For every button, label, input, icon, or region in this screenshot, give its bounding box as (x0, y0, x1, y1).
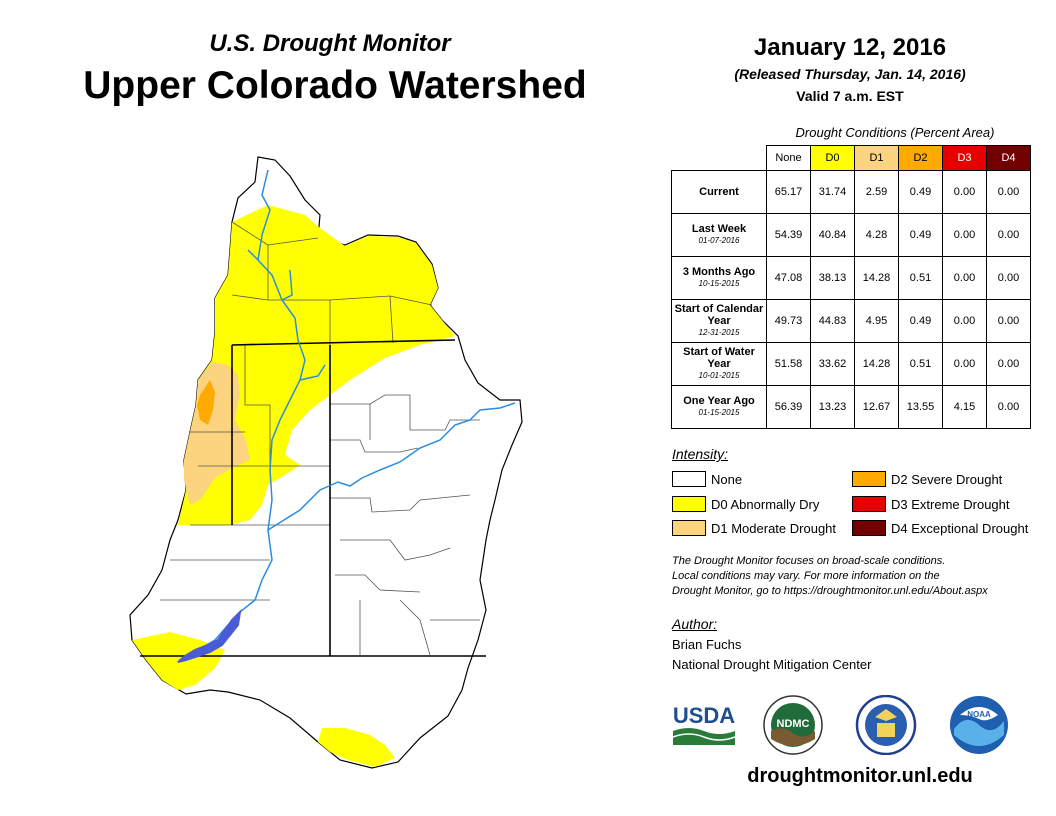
table-cell: 0.49 (898, 299, 943, 343)
table-cell: 0.00 (942, 170, 987, 214)
table-row: Start of Calendar Year 12-31-2015 49.73 4… (671, 299, 1031, 343)
table-row: 3 Months Ago 10-15-2015 47.08 38.13 14.28… (671, 256, 1031, 300)
legend-swatch (672, 520, 706, 536)
row-label: One Year Ago 01-15-2015 (671, 385, 767, 429)
county-boundaries (160, 221, 480, 656)
table-cell: 0.51 (898, 342, 943, 386)
table-cell: 0.00 (986, 342, 1031, 386)
table-cell: 0.00 (942, 342, 987, 386)
legend-item-d0: D0 Abnormally Dry (672, 495, 819, 513)
legend-item-d1: D1 Moderate Drought (672, 519, 836, 537)
website-url[interactable]: droughtmonitor.unl.edu (747, 765, 973, 787)
commerce-seal (855, 695, 917, 755)
note-line: Local conditions may vary. For more info… (672, 570, 940, 582)
column-header-d1: D1 (854, 145, 899, 171)
legend-swatch (672, 471, 706, 487)
table-cell: 0.49 (898, 213, 943, 257)
table-cell: 0.00 (986, 256, 1031, 300)
table-row: Start of Water Year 10-01-2015 51.58 33.6… (671, 342, 1031, 386)
table-cell: 0.51 (898, 256, 943, 300)
table-cell: 51.58 (766, 342, 811, 386)
d0-region-north (178, 205, 455, 525)
table-cell: 14.28 (854, 256, 899, 300)
svg-text:USDA: USDA (673, 703, 735, 728)
legend-title: Intensity: (672, 446, 729, 462)
table-cell: 0.00 (986, 213, 1031, 257)
row-label: 3 Months Ago 10-15-2015 (671, 256, 767, 300)
ndmc-logo: NDMC (763, 695, 823, 755)
table-cell: 12.67 (854, 385, 899, 429)
table-cell: 2.59 (854, 170, 899, 214)
svg-text:NOAA: NOAA (967, 710, 991, 719)
disclaimer-note: The Drought Monitor focuses on broad-sca… (672, 554, 1042, 599)
table-cell: 4.95 (854, 299, 899, 343)
table-header-row: None D0 D1 D2 D3 D4 (672, 145, 1031, 171)
table-cell: 0.00 (986, 170, 1031, 214)
legend-item-d4: D4 Exceptional Drought (852, 519, 1028, 537)
legend-swatch (852, 520, 886, 536)
table-cell: 0.49 (898, 170, 943, 214)
table-cell: 0.00 (942, 213, 987, 257)
map-title: Upper Colorado Watershed (83, 64, 587, 107)
legend-swatch (672, 496, 706, 512)
table-cell: 65.17 (766, 170, 811, 214)
table-cell: 14.28 (854, 342, 899, 386)
row-label: Start of Water Year 10-01-2015 (671, 342, 767, 386)
legend-item-none: None (672, 470, 742, 488)
table-row: One Year Ago 01-15-2015 56.39 13.23 12.67… (671, 385, 1031, 429)
table-cell: 0.00 (942, 299, 987, 343)
author-org: National Drought Mitigation Center (672, 657, 872, 672)
note-line: Drought Monitor, go to https://droughtmo… (672, 585, 988, 597)
column-header-none: None (766, 145, 811, 171)
table-cell: 13.55 (898, 385, 943, 429)
table-row: Current 65.17 31.74 2.59 0.49 0.00 0.00 (671, 170, 1031, 214)
lake-powell (177, 609, 242, 663)
watershed-map (129, 156, 523, 769)
valid-time: Valid 7 a.m. EST (796, 88, 904, 104)
map-subtitle: U.S. Drought Monitor (209, 30, 451, 57)
d0-region-south (318, 728, 395, 767)
column-header-d3: D3 (942, 145, 987, 171)
row-label: Current (671, 170, 767, 214)
legend-item-d2: D2 Severe Drought (852, 470, 1002, 488)
table-cell: 49.73 (766, 299, 811, 343)
noaa-logo: NOAA (950, 696, 1008, 754)
d2-region (197, 380, 215, 425)
legend-swatch (852, 471, 886, 487)
table-cell: 38.13 (810, 256, 855, 300)
table-cell: 31.74 (810, 170, 855, 214)
table-cell: 0.00 (986, 299, 1031, 343)
table-cell: 47.08 (766, 256, 811, 300)
conditions-title: Drought Conditions (Percent Area) (795, 125, 995, 140)
table-cell: 56.39 (766, 385, 811, 429)
table-cell: 44.83 (810, 299, 855, 343)
legend-item-d3: D3 Extreme Drought (852, 495, 1010, 513)
row-label: Start of Calendar Year 12-31-2015 (671, 299, 767, 343)
table-row: Last Week 01-07-2016 54.39 40.84 4.28 0.4… (671, 213, 1031, 257)
row-label: Last Week 01-07-2016 (671, 213, 767, 257)
map-date: January 12, 2016 (753, 34, 947, 61)
table-corner (672, 146, 767, 171)
note-line: The Drought Monitor focuses on broad-sca… (672, 555, 946, 567)
release-date: (Released Thursday, Jan. 14, 2016) (734, 66, 966, 82)
svg-text:NDMC: NDMC (777, 718, 810, 730)
table-cell: 4.15 (942, 385, 987, 429)
table-cell: 0.00 (942, 256, 987, 300)
column-header-d0: D0 (810, 145, 855, 171)
legend-swatch (852, 496, 886, 512)
table-cell: 33.62 (810, 342, 855, 386)
usda-logo: USDA (672, 703, 735, 745)
table-cell: 40.84 (810, 213, 855, 257)
table-cell: 0.00 (986, 385, 1031, 429)
table-cell: 4.28 (854, 213, 899, 257)
table-cell: 54.39 (766, 213, 811, 257)
author-name: Brian Fuchs (672, 637, 742, 652)
conditions-table: None D0 D1 D2 D3 D4 Current 65.17 31.74 … (671, 145, 1031, 429)
table-cell: 13.23 (810, 385, 855, 429)
column-header-d4: D4 (986, 145, 1031, 171)
author-title: Author: (672, 616, 718, 632)
column-header-d2: D2 (898, 145, 943, 171)
